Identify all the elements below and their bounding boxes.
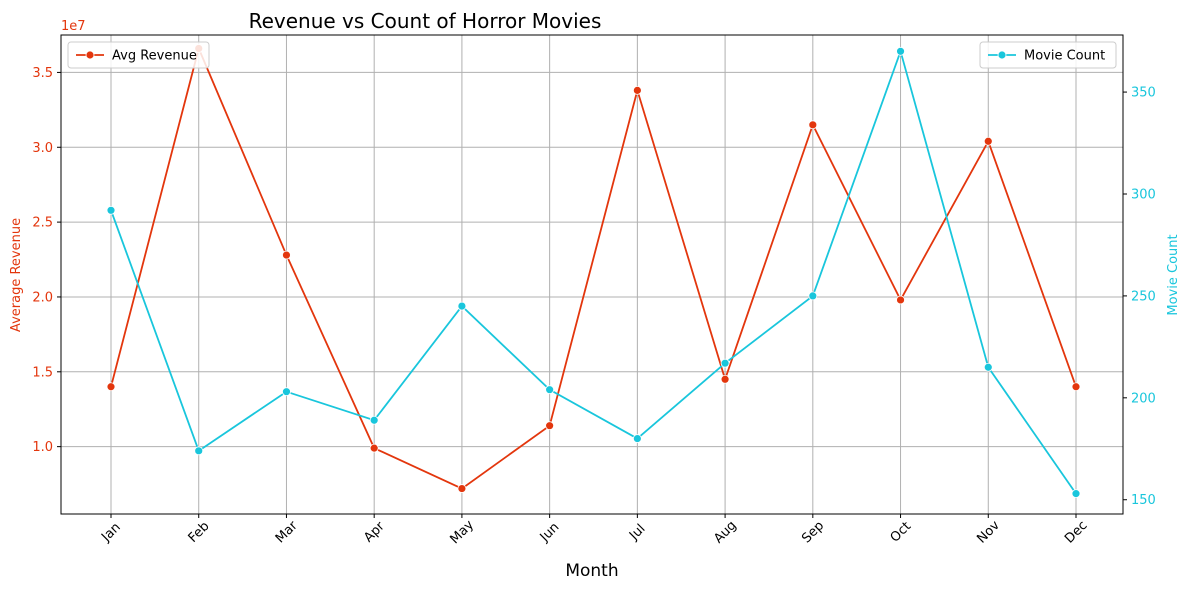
x-tick-label: Dec bbox=[1062, 518, 1090, 546]
data-point-movie-count bbox=[983, 362, 993, 372]
data-point-movie-count bbox=[545, 385, 555, 395]
data-point-avg-revenue bbox=[808, 120, 818, 130]
data-point-movie-count bbox=[632, 434, 642, 443]
series-line-avg-revenue bbox=[110, 45, 1077, 490]
grid bbox=[61, 35, 1123, 514]
left-y-tick-label: 1.0 bbox=[32, 440, 53, 455]
x-tick-label: Apr bbox=[361, 519, 388, 546]
legend-movie-count: Movie Count bbox=[979, 41, 1117, 69]
data-point-avg-revenue bbox=[545, 421, 555, 431]
x-tick-label: Feb bbox=[186, 519, 213, 546]
data-point-movie-count bbox=[896, 46, 905, 56]
data-point-avg-revenue bbox=[632, 85, 642, 95]
x-tick-label: Nov bbox=[974, 518, 1003, 547]
x-tick-label: Oct bbox=[888, 519, 915, 546]
data-point-movie-count bbox=[720, 358, 730, 368]
right-axis-label: Movie Count bbox=[1166, 234, 1181, 315]
left-y-tick-label: 3.0 bbox=[32, 141, 53, 156]
left-y-tick-label: 2.0 bbox=[32, 290, 53, 305]
legend-avg-revenue: Avg Revenue bbox=[67, 41, 210, 69]
right-y-tick-label: 200 bbox=[1131, 391, 1156, 406]
data-point-avg-revenue bbox=[457, 484, 467, 493]
data-point-avg-revenue bbox=[896, 295, 905, 305]
legend-marker-avg-revenue bbox=[85, 50, 95, 60]
plot-series bbox=[106, 44, 1081, 499]
x-tick-label: Mar bbox=[273, 518, 301, 546]
data-point-avg-revenue bbox=[720, 374, 730, 384]
left-y-tick-label: 3.5 bbox=[32, 66, 53, 81]
right-y-tick-label: 250 bbox=[1131, 289, 1156, 304]
data-point-movie-count bbox=[808, 291, 818, 301]
data-point-movie-count bbox=[282, 387, 291, 397]
plot-frame bbox=[60, 34, 1124, 515]
left-axis-label: Average Revenue bbox=[9, 218, 24, 332]
data-point-avg-revenue bbox=[1071, 382, 1081, 392]
data-point-avg-revenue bbox=[983, 136, 993, 146]
legend-label-movie-count: Movie Count bbox=[1024, 49, 1105, 64]
data-point-avg-revenue bbox=[282, 250, 291, 260]
right-y-tick-label: 350 bbox=[1131, 86, 1156, 101]
x-tick-label: Jun bbox=[537, 520, 563, 546]
x-axis-label: Month bbox=[565, 561, 618, 581]
x-tick-label: Jul bbox=[626, 522, 648, 544]
series-line-movie-count bbox=[110, 48, 1077, 495]
left-y-tick-label: 1.5 bbox=[32, 365, 53, 380]
right-y-tick-label: 150 bbox=[1131, 493, 1156, 508]
legend-box bbox=[67, 41, 210, 69]
data-point-movie-count bbox=[194, 446, 204, 456]
data-point-avg-revenue bbox=[369, 443, 379, 453]
x-tick-label: Aug bbox=[711, 518, 740, 547]
data-point-movie-count bbox=[1071, 489, 1081, 499]
legend-label-avg-revenue: Avg Revenue bbox=[112, 49, 197, 64]
chart-title: Revenue vs Count of Horror Movies bbox=[249, 9, 602, 33]
x-tick-label: Jan bbox=[98, 520, 123, 545]
x-tick-label: May bbox=[447, 517, 477, 547]
data-point-movie-count bbox=[369, 415, 379, 425]
data-point-movie-count bbox=[106, 205, 116, 215]
left-y-tick-label: 2.5 bbox=[32, 216, 53, 231]
legend-box bbox=[979, 41, 1117, 69]
data-point-avg-revenue bbox=[106, 382, 116, 392]
x-tick-label: Sep bbox=[799, 518, 827, 546]
right-y-tick-label: 300 bbox=[1131, 187, 1156, 202]
left-axis-offset-label: 1e7 bbox=[61, 19, 86, 34]
legend-marker-movie-count bbox=[997, 50, 1007, 60]
data-point-movie-count bbox=[457, 301, 467, 311]
